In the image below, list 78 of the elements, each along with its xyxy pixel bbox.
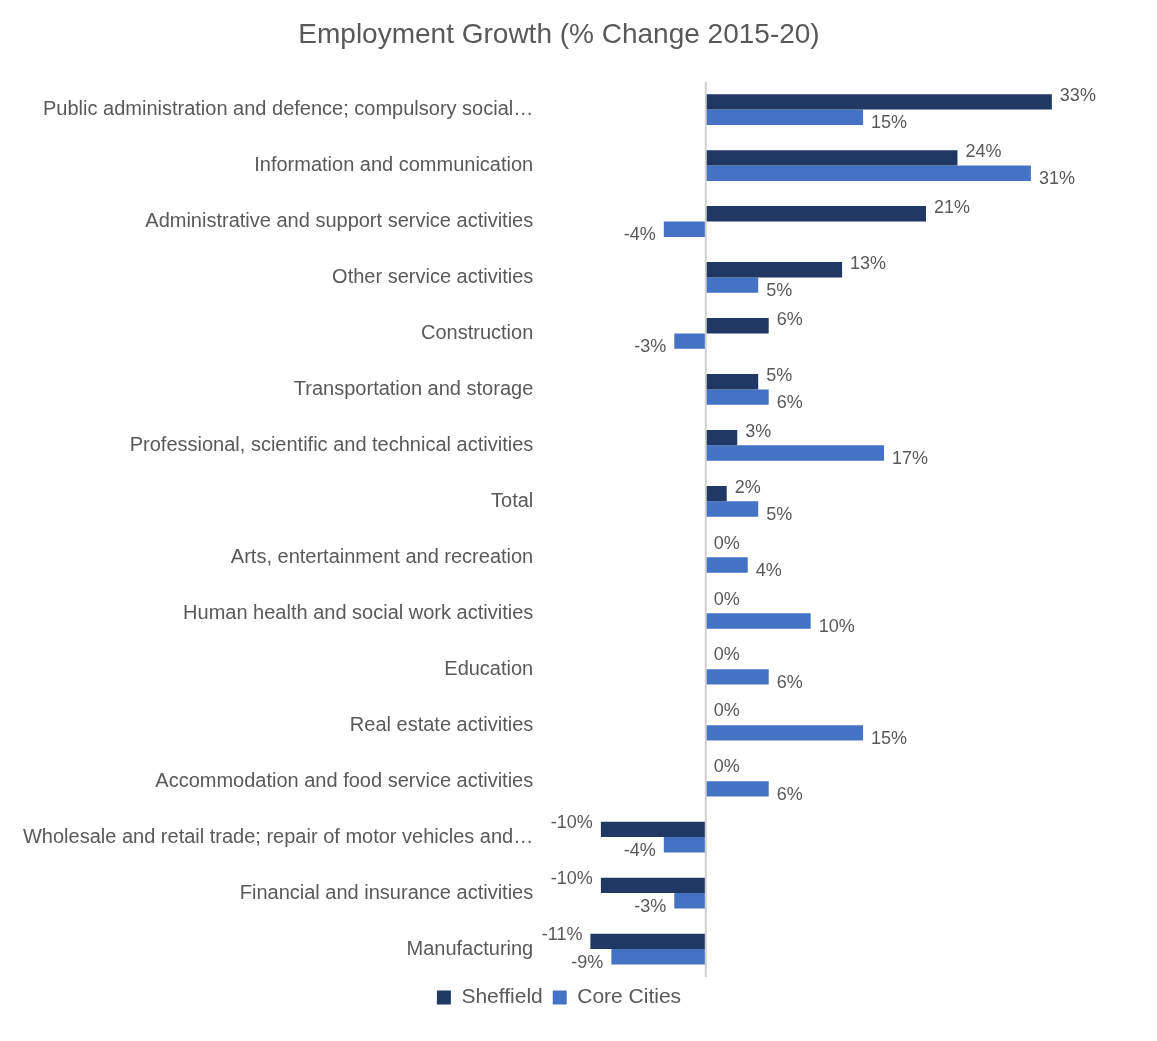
bar [705, 262, 843, 278]
bar [705, 485, 727, 502]
bar [674, 333, 706, 349]
bar [611, 949, 706, 965]
bar [705, 613, 811, 629]
bar [705, 429, 738, 446]
data-label: -4% [623, 224, 656, 245]
bar [674, 893, 706, 909]
bar [705, 277, 759, 293]
bar [705, 318, 769, 334]
data-label: 33% [1059, 84, 1096, 105]
data-label: 21% [934, 196, 971, 217]
bar [705, 94, 1052, 110]
y-tick-label: Real estate activities [349, 712, 534, 735]
bar [600, 821, 706, 838]
legend-label: Sheffield [461, 984, 543, 1008]
bar [600, 877, 706, 894]
y-tick-label: Public administration and defence; compulsory social… [43, 97, 534, 120]
bar [705, 374, 759, 390]
bar [705, 109, 864, 125]
bar [590, 933, 706, 950]
data-label: 17% [892, 448, 929, 469]
y-tick-label: Financial and insurance activities [239, 880, 534, 903]
y-tick-label: Human health and social work activities [183, 600, 534, 623]
data-label: 2% [734, 476, 761, 497]
data-label: -9% [571, 951, 604, 972]
data-label: 31% [1038, 168, 1075, 189]
bar [705, 389, 769, 405]
y-tick-label: Information and communication [254, 153, 534, 176]
data-label: 0% [713, 588, 740, 609]
data-label: 0% [713, 532, 740, 553]
data-label: -10% [550, 868, 593, 889]
y-tick-label: Education [444, 656, 534, 679]
y-tick-label: Professional, scientific and technical activities [129, 432, 534, 455]
data-label: 6% [776, 783, 803, 804]
y-tick-label: Arts, entertainment and recreation [230, 544, 534, 567]
data-label: 15% [871, 727, 908, 748]
data-label: 6% [776, 392, 803, 413]
y-tick-label: Transportation and storage [293, 376, 534, 399]
data-label: -3% [634, 336, 667, 357]
bar [705, 150, 958, 166]
y-tick-label: Other service activities [332, 264, 534, 287]
bar [705, 669, 769, 685]
bar [705, 557, 748, 573]
data-label: 0% [713, 700, 740, 721]
data-label: 24% [965, 140, 1002, 161]
data-label: 0% [713, 756, 740, 777]
bar [663, 837, 706, 853]
data-label: 4% [755, 559, 782, 580]
bar [705, 445, 885, 461]
data-label: -10% [550, 812, 593, 833]
data-label: 3% [745, 420, 772, 441]
bar [705, 165, 1031, 181]
bar [705, 725, 864, 741]
data-label: 5% [766, 503, 793, 524]
y-tick-label: Accommodation and food service activities [155, 768, 534, 791]
chart-title: Employment Growth (% Change 2015-20) [298, 17, 820, 49]
bar [705, 781, 769, 797]
data-label: 10% [818, 615, 855, 636]
data-label: -3% [634, 895, 667, 916]
data-label: 6% [776, 308, 803, 329]
y-tick-label: Manufacturing [406, 936, 534, 959]
bar [705, 206, 926, 222]
legend-label: Core Cities [577, 984, 682, 1008]
data-label: 6% [776, 671, 803, 692]
y-tick-label: Administrative and support service activities [145, 209, 534, 232]
data-label: 0% [713, 644, 740, 665]
bar [705, 501, 759, 517]
data-label: -4% [623, 839, 656, 860]
y-tick-label: Wholesale and retail trade; repair of motor vehicles and… [22, 824, 534, 847]
data-label: 5% [766, 280, 793, 301]
y-tick-label: Total [491, 488, 534, 511]
data-label: -11% [541, 924, 583, 945]
data-label: 15% [871, 112, 908, 133]
data-label: 13% [850, 252, 887, 273]
data-label: 5% [766, 364, 793, 385]
y-tick-label: Construction [420, 320, 534, 343]
bar [663, 221, 706, 237]
